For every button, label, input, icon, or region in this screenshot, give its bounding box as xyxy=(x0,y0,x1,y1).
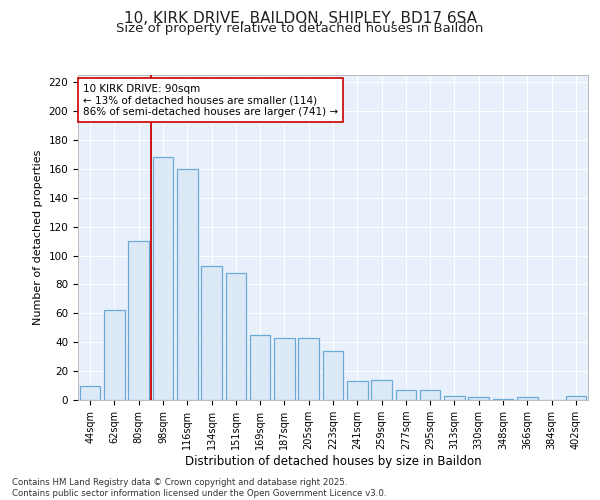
X-axis label: Distribution of detached houses by size in Baildon: Distribution of detached houses by size … xyxy=(185,455,481,468)
Bar xyxy=(517,397,538,400)
Text: Contains HM Land Registry data © Crown copyright and database right 2025.
Contai: Contains HM Land Registry data © Crown c… xyxy=(12,478,386,498)
Text: 10, KIRK DRIVE, BAILDON, SHIPLEY, BD17 6SA: 10, KIRK DRIVE, BAILDON, SHIPLEY, BD17 6… xyxy=(124,11,476,26)
Y-axis label: Number of detached properties: Number of detached properties xyxy=(33,150,43,325)
Bar xyxy=(420,390,440,400)
Bar xyxy=(395,390,416,400)
Bar xyxy=(566,396,586,400)
Bar xyxy=(226,273,246,400)
Bar xyxy=(347,381,368,400)
Bar xyxy=(177,169,197,400)
Bar xyxy=(201,266,222,400)
Text: 10 KIRK DRIVE: 90sqm
← 13% of detached houses are smaller (114)
86% of semi-deta: 10 KIRK DRIVE: 90sqm ← 13% of detached h… xyxy=(83,84,338,117)
Bar xyxy=(104,310,125,400)
Bar xyxy=(298,338,319,400)
Bar xyxy=(152,158,173,400)
Bar xyxy=(444,396,465,400)
Bar xyxy=(493,398,514,400)
Bar xyxy=(80,386,100,400)
Bar xyxy=(274,338,295,400)
Bar xyxy=(323,351,343,400)
Bar xyxy=(128,241,149,400)
Text: Size of property relative to detached houses in Baildon: Size of property relative to detached ho… xyxy=(116,22,484,35)
Bar xyxy=(250,335,271,400)
Bar xyxy=(469,397,489,400)
Bar xyxy=(371,380,392,400)
